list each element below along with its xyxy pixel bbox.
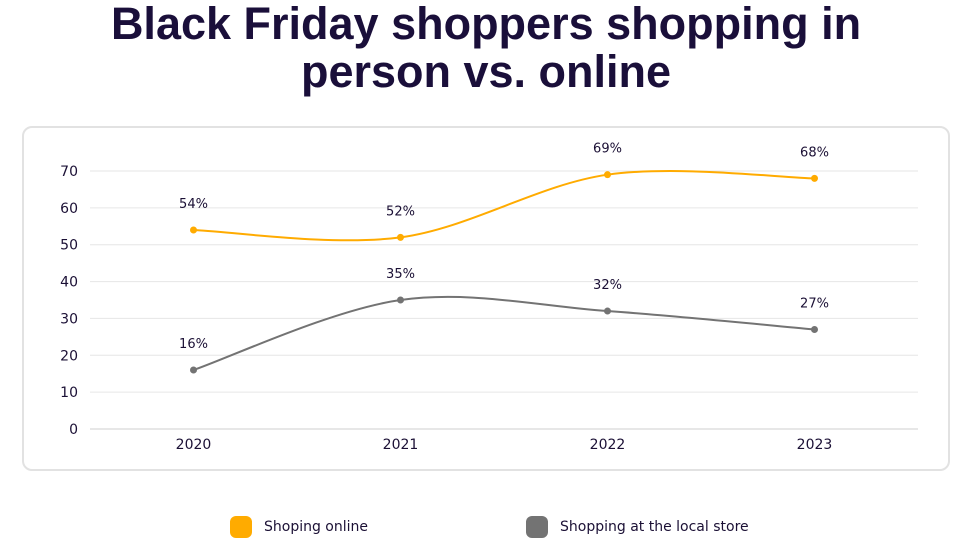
y-tick-label: 60 <box>60 201 78 217</box>
y-tick-label: 50 <box>60 238 78 254</box>
data-point <box>190 226 197 234</box>
y-tick-label: 30 <box>60 311 78 327</box>
data-label: 68% <box>800 145 829 160</box>
chart-card <box>22 126 950 471</box>
data-label: 69% <box>593 142 622 157</box>
x-tick-label: 2023 <box>797 437 833 453</box>
y-tick-label: 0 <box>69 422 78 438</box>
legend-item-local-store[interactable]: Shopping at the local store <box>526 516 749 538</box>
data-label: 52% <box>386 204 415 219</box>
x-tick-label: 2022 <box>590 437 626 453</box>
data-point <box>397 233 404 241</box>
series-line <box>193 295 815 371</box>
series-line <box>193 170 815 242</box>
y-tick-label: 70 <box>60 164 78 180</box>
legend-label: Shoping online <box>264 519 369 535</box>
data-point <box>604 171 611 179</box>
data-label: 35% <box>386 267 415 282</box>
data-point <box>811 325 818 333</box>
legend-swatch <box>526 516 548 538</box>
data-point <box>397 296 404 304</box>
data-label: 27% <box>800 296 829 311</box>
x-tick-label: 2021 <box>383 437 419 453</box>
legend-label: Shopping at the local store <box>560 519 749 535</box>
data-point <box>811 174 818 182</box>
data-point <box>604 307 611 315</box>
data-label: 16% <box>179 337 208 352</box>
legend-swatch <box>230 516 252 538</box>
legend-item-online[interactable]: Shoping online <box>230 516 368 538</box>
data-point <box>190 366 197 374</box>
chart-title: Black Friday shoppers shopping in person … <box>110 0 862 97</box>
data-label: 32% <box>593 278 622 293</box>
data-label: 54% <box>179 197 208 212</box>
y-tick-label: 20 <box>60 348 78 364</box>
x-tick-label: 2020 <box>176 437 212 453</box>
y-tick-label: 10 <box>60 385 78 401</box>
y-tick-label: 40 <box>60 275 78 291</box>
